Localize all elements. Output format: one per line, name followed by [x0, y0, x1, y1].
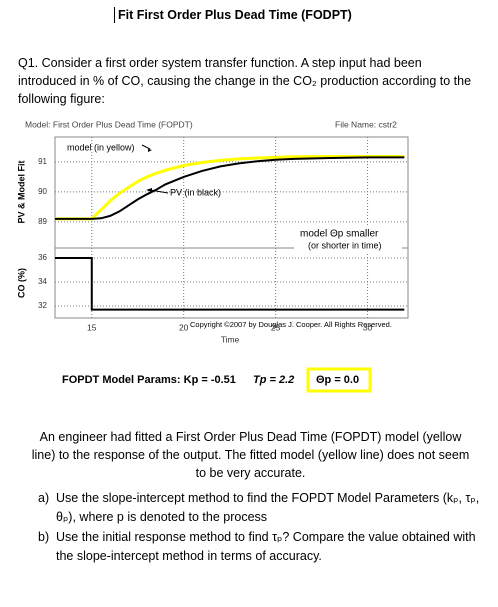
params: FOPDT Model Params: Kp = -0.51: [62, 374, 236, 386]
annotation: model (in yellow): [67, 142, 135, 152]
x-tick-label: 20: [179, 322, 189, 332]
arrow: [141, 144, 151, 150]
copyright: Copyright ©2007 by Douglas J. Cooper. Al…: [190, 320, 392, 329]
arrow-head: [146, 188, 152, 192]
series-line: [55, 155, 405, 221]
x-axis-label: Time: [221, 334, 240, 344]
title: Fit First Order Plus Dead Time (FODPT): [114, 7, 352, 23]
series-line: [55, 156, 405, 220]
annotation: model Θp smaller: [300, 229, 379, 240]
x-tick-label: 25: [271, 322, 281, 332]
arrow-head: [148, 149, 152, 152]
question-intro: Q1. Consider a first order system transf…: [18, 56, 472, 106]
y-tick-label: 89: [38, 217, 47, 226]
list-item: a) Use the slope-intercept method to find…: [38, 489, 483, 527]
annotation: PV (in black): [170, 187, 221, 197]
figure: Model: First Order Plus Dead Time (FOPDT…: [16, 119, 409, 393]
model-label: Model: First Order Plus Dead Time (FOPDT…: [25, 119, 193, 129]
pv-axis-label: PV & Model Fit: [16, 160, 26, 223]
item-text: Use the slope-intercept method to find t…: [56, 491, 480, 524]
annotation: (or shorter in time): [308, 240, 382, 250]
annotation-box: [294, 226, 402, 254]
series-line: [55, 256, 405, 311]
marker: a): [38, 491, 50, 505]
y-tick-label: 36: [38, 253, 47, 262]
x-tick-label: 15: [87, 322, 97, 332]
x-tick-label: 30: [363, 322, 373, 332]
list-item: b) Use the initial response method to fin…: [38, 528, 483, 566]
params: Tp = 2.2: [253, 374, 294, 386]
item-text: Use the initial response method to find …: [56, 530, 476, 563]
marker: b): [38, 530, 50, 544]
co-axis-label: CO (%): [16, 268, 26, 298]
file-label: File Name: cstr2: [335, 119, 397, 129]
y-tick-label: 32: [38, 301, 47, 310]
y-tick-label: 91: [38, 157, 47, 166]
plot-frame: [54, 136, 409, 319]
paragraph: An engineer had fitted a First Order Plu…: [31, 430, 470, 480]
params: Θp = 0.0: [316, 374, 359, 386]
y-tick-label: 90: [38, 187, 47, 196]
highlight-box: [306, 367, 372, 393]
y-tick-label: 34: [38, 277, 47, 286]
